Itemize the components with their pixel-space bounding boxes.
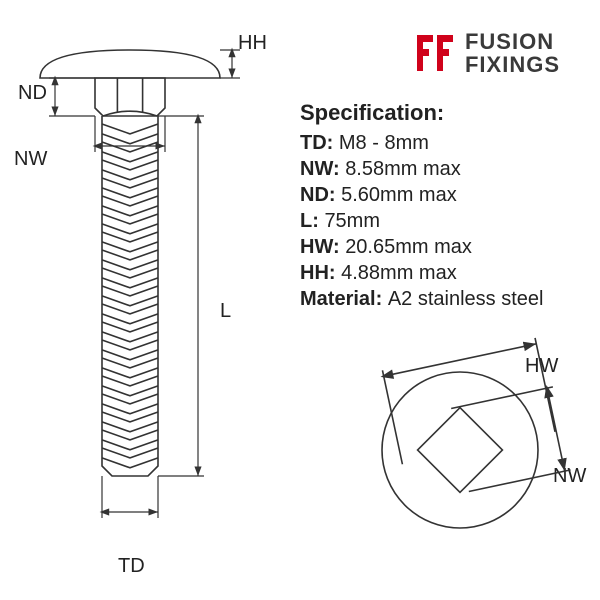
side-view [40,50,220,476]
bolt-diagram [0,0,600,600]
top-view [382,338,571,528]
figure-container: FUSION FIXINGS Specification: TD: M8 - 8… [0,0,600,600]
